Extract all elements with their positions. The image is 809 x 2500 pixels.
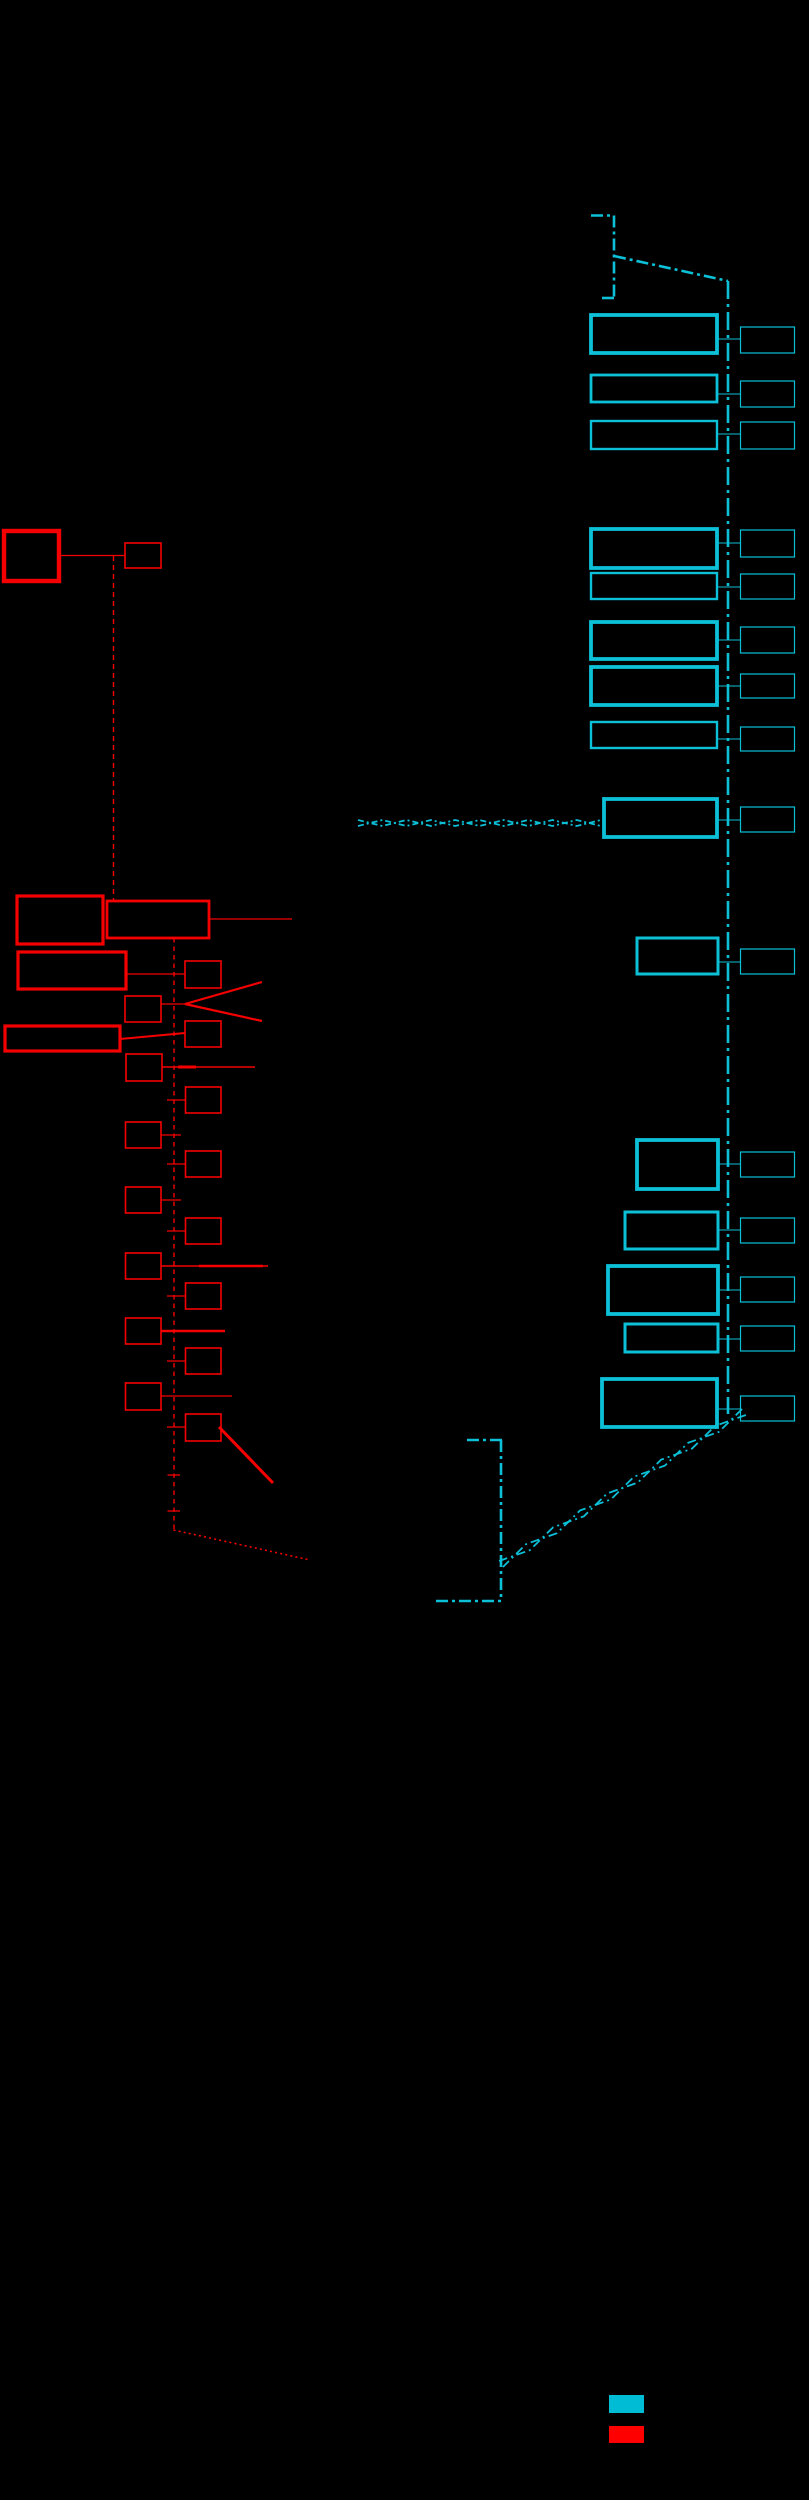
cyan-flow-box-8 <box>589 720 719 750</box>
cyan-timeline-section <box>357 214 796 1603</box>
red-leaf-right-8 <box>184 1413 222 1442</box>
cyan-ref-box-14 <box>739 1325 796 1352</box>
red-leaf-left-3 <box>124 1121 162 1149</box>
cyan-bracket-segment-4 <box>613 254 729 283</box>
red-leaf-right-6 <box>184 1282 222 1310</box>
cyan-flow-box-2 <box>589 373 719 404</box>
red-leaf-left-5 <box>124 1252 162 1280</box>
cyan-flow-box-13 <box>606 1264 720 1316</box>
cyan-flow-box-7 <box>589 665 719 707</box>
red-leaf-right-7 <box>184 1347 222 1375</box>
red-chevron-upper <box>184 980 263 1006</box>
red-node-box <box>124 542 162 569</box>
cyan-flow-box-10 <box>635 936 720 976</box>
red-leaf-right-2 <box>184 1020 222 1048</box>
red-branch-box-3 <box>16 950 128 991</box>
cyan-flow-box-4 <box>589 527 719 570</box>
cyan-flow-box-11 <box>635 1138 720 1191</box>
cyan-ref-box-15 <box>739 1395 796 1422</box>
red-dotted-tail <box>173 1529 311 1561</box>
cyan-flow-box-1 <box>589 313 719 355</box>
cyan-flow-box-5 <box>589 571 719 601</box>
legend-swatch-cyan <box>609 2395 644 2413</box>
cyan-ref-box-5 <box>739 573 796 600</box>
red-branch-box-4 <box>3 1024 122 1053</box>
red-branch-box-1 <box>15 894 105 946</box>
cyan-ref-box-12 <box>739 1217 796 1244</box>
red-root-box <box>1 528 62 584</box>
red-leaf-left-7 <box>124 1382 162 1411</box>
cyan-braided-line-2-b <box>498 1414 747 1562</box>
cyan-flow-box-3 <box>589 419 719 451</box>
cyan-ref-box-11 <box>739 1151 796 1178</box>
cyan-flow-box-6 <box>589 620 719 661</box>
cyan-ref-box-8 <box>739 726 796 752</box>
red-connector-branch4 <box>119 1032 186 1040</box>
cyan-braided-line-1-b <box>357 819 602 827</box>
cyan-ref-box-9 <box>739 806 796 833</box>
red-chevron-lower <box>184 1002 263 1023</box>
cyan-ref-box-2 <box>739 380 796 408</box>
cyan-ref-box-3 <box>739 421 796 450</box>
cyan-ref-box-4 <box>739 529 796 558</box>
cyan-ref-box-13 <box>739 1276 796 1303</box>
legend-swatch-red <box>609 2426 644 2443</box>
cyan-flow-box-12 <box>623 1210 720 1251</box>
cyan-ref-box-10 <box>739 948 796 975</box>
cyan-flow-box-14 <box>623 1322 720 1354</box>
cyan-ref-box-6 <box>739 626 796 654</box>
red-leaf-right-1 <box>184 960 222 989</box>
cyan-ref-box-1 <box>739 326 796 354</box>
red-leaf-left-1 <box>124 995 162 1023</box>
red-leaf-right-5 <box>184 1217 222 1245</box>
cyan-flow-box-15 <box>600 1377 719 1429</box>
red-leaf-right-3 <box>184 1086 222 1114</box>
legend <box>609 2395 644 2443</box>
cyan-ref-box-7 <box>739 673 796 699</box>
red-tree-section <box>1 528 311 1561</box>
red-branch-box-2 <box>105 899 211 940</box>
cyan-flow-box-9 <box>602 797 719 839</box>
red-leaf-left-4 <box>124 1186 162 1214</box>
red-bold-diagonal <box>217 1425 275 1485</box>
red-leaf-left-6 <box>124 1317 162 1345</box>
red-leaf-left-2 <box>125 1053 163 1082</box>
red-leaf-right-4 <box>184 1150 222 1178</box>
